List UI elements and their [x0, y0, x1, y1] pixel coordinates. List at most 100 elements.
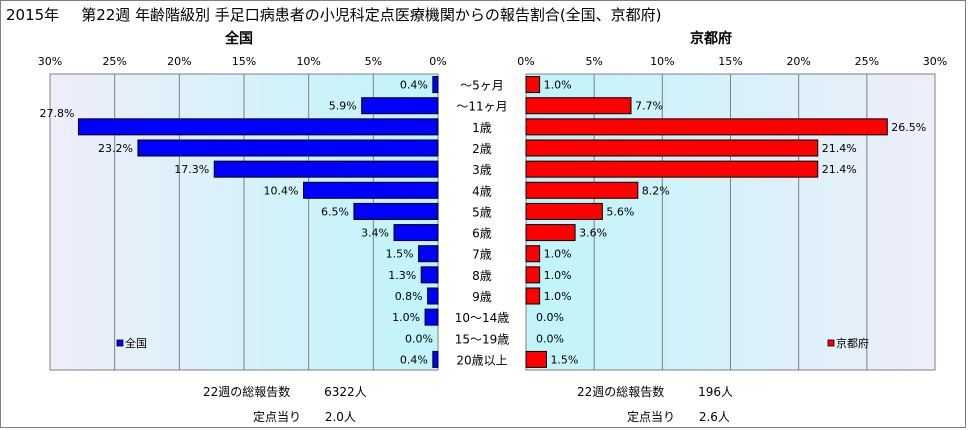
kyoto-bar — [525, 245, 541, 263]
age-group-label: 20歳以上 — [456, 353, 507, 367]
age-group-label: 8歳 — [472, 269, 492, 283]
kyoto-data-label: 21.4% — [822, 142, 857, 155]
title-text: 第22週 年齢階級別 手足口病患者の小児科定点医療機関からの報告割合(全国、京都… — [81, 6, 662, 24]
kyoto-legend-swatch — [827, 339, 835, 347]
national-total-value: 6322人 — [324, 385, 367, 399]
kyoto-data-label: 1.0% — [544, 290, 572, 303]
kyoto-legend-label: 京都府 — [836, 336, 869, 350]
national-legend-label: 全国 — [125, 336, 147, 350]
age-group-label: 5歳 — [472, 205, 492, 219]
national-bar — [361, 97, 439, 115]
kyoto-data-label: 21.4% — [822, 163, 857, 176]
kyoto-total-value: 196人 — [698, 385, 734, 399]
kyoto-panel-title: 京都府 — [690, 31, 732, 47]
year-label: 2015年 — [6, 6, 60, 24]
national-tick-label: 30% — [38, 55, 62, 68]
national-bar — [213, 160, 439, 178]
kyoto-tick-label: 10% — [650, 55, 674, 68]
national-data-label: 1.5% — [386, 248, 414, 261]
national-bar — [77, 118, 439, 136]
kyoto-bar — [525, 76, 541, 94]
kyoto-bar — [525, 97, 632, 115]
national-data-label: 23.2% — [98, 142, 133, 155]
kyoto-bar — [525, 287, 541, 305]
national-per-row: 定点当り 2.0人 — [253, 408, 356, 425]
kyoto-total-label: 22週の総報告数 — [577, 385, 665, 399]
kyoto-bar — [525, 118, 888, 136]
national-legend-swatch — [116, 339, 124, 347]
kyoto-bar — [525, 202, 603, 220]
age-group-label: 1歳 — [472, 121, 492, 135]
national-data-label: 0.4% — [400, 79, 428, 92]
national-bar — [432, 76, 439, 94]
national-bar — [424, 308, 439, 326]
national-bar — [353, 202, 439, 220]
kyoto-data-label: 0.0% — [536, 311, 564, 324]
kyoto-tick-label: 30% — [923, 55, 947, 68]
kyoto-data-label: 1.0% — [544, 269, 572, 282]
kyoto-tick-label: 15% — [718, 55, 742, 68]
national-per-value: 2.0人 — [324, 410, 356, 424]
national-data-label: 0.0% — [405, 332, 433, 345]
national-bar — [302, 181, 439, 199]
age-group-label: 9歳 — [472, 290, 492, 304]
national-tick-label: 20% — [167, 55, 191, 68]
age-group-label: 10～14歳 — [455, 311, 510, 325]
age-group-label: ～5ヶ月 — [460, 79, 504, 93]
national-total-label: 22週の総報告数 — [203, 385, 291, 399]
kyoto-total-row: 22週の総報告数 196人 — [577, 383, 733, 400]
national-bar — [418, 245, 439, 263]
age-group-label: 4歳 — [472, 184, 492, 198]
kyoto-data-label: 0.0% — [536, 332, 564, 345]
national-data-label: 1.0% — [392, 311, 420, 324]
national-tick-label: 25% — [102, 55, 126, 68]
kyoto-bar — [525, 181, 639, 199]
national-bar — [420, 266, 439, 284]
kyoto-tick-label: 0% — [517, 55, 534, 68]
kyoto-data-label: 1.5% — [550, 353, 578, 366]
national-total-row: 22週の総報告数 6322人 — [203, 383, 367, 400]
national-per-label: 定点当り — [253, 410, 302, 424]
national-bar — [393, 224, 439, 242]
kyoto-data-label: 7.7% — [635, 100, 663, 113]
kyoto-bar — [525, 139, 819, 157]
kyoto-bar — [525, 266, 541, 284]
kyoto-data-label: 3.6% — [579, 227, 607, 240]
kyoto-bar — [525, 224, 576, 242]
national-bar — [427, 287, 439, 305]
kyoto-bar — [525, 350, 547, 368]
national-bar — [432, 350, 439, 368]
national-data-label: 10.4% — [264, 184, 299, 197]
national-data-label: 27.8% — [40, 107, 75, 120]
age-group-label: 6歳 — [472, 227, 492, 241]
kyoto-per-row: 定点当り 2.6人 — [627, 408, 730, 425]
age-group-label: 2歳 — [472, 142, 492, 156]
kyoto-data-label: 5.6% — [606, 205, 634, 218]
kyoto-data-label: 1.0% — [544, 248, 572, 261]
national-tick-label: 15% — [232, 55, 256, 68]
kyoto-tick-label: 25% — [855, 55, 879, 68]
kyoto-tick-label: 20% — [786, 55, 810, 68]
kyoto-data-label: 1.0% — [544, 79, 572, 92]
national-tick-label: 10% — [296, 55, 320, 68]
kyoto-data-label: 8.2% — [642, 184, 670, 197]
national-data-label: 17.3% — [174, 163, 209, 176]
national-data-label: 0.8% — [395, 290, 423, 303]
age-group-label: 15～19歳 — [455, 332, 510, 346]
national-data-label: 1.3% — [388, 269, 416, 282]
kyoto-bar — [525, 160, 819, 178]
national-tick-label: 5% — [365, 55, 382, 68]
national-panel-title: 全国 — [225, 31, 253, 47]
national-bar — [137, 139, 439, 157]
chart-main-title: 2015年 第22週 年齢階級別 手足口病患者の小児科定点医療機関からの報告割合(… — [6, 4, 662, 25]
kyoto-per-value: 2.6人 — [698, 410, 730, 424]
age-group-label: 3歳 — [472, 163, 492, 177]
national-tick-label: 0% — [429, 55, 446, 68]
kyoto-data-label: 26.5% — [891, 121, 926, 134]
kyoto-tick-label: 5% — [585, 55, 602, 68]
national-data-label: 3.4% — [361, 227, 389, 240]
kyoto-per-label: 定点当り — [627, 410, 676, 424]
age-group-label: ～11ヶ月 — [456, 100, 507, 114]
